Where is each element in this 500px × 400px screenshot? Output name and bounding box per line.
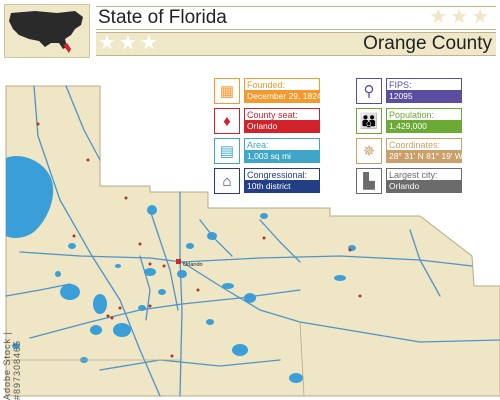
county-seat-marker	[176, 259, 181, 264]
stars-decoration-bottom: ★★★	[98, 32, 161, 54]
title-bar	[96, 6, 496, 30]
fact-card-founded: ▦ Founded: December 29, 1824	[214, 78, 322, 104]
fact-label-fips: FIPS:	[386, 78, 462, 90]
fact-label-area: Area:	[244, 138, 320, 150]
lakes	[6, 156, 356, 383]
fact-value-area: 1,003 sq mi	[244, 150, 320, 163]
compass-icon: ✵	[356, 138, 382, 164]
header: State of Florida Orange County ★★★ ★★★	[0, 0, 500, 60]
usa-silhouette-icon	[9, 11, 83, 53]
calendar-icon: ▦	[214, 78, 240, 104]
fact-value-fips: 12095	[386, 90, 462, 103]
stock-watermark: Adobe Stock | #897308465	[2, 331, 22, 400]
state-title: State of Florida	[98, 7, 227, 28]
county-map: Orlando	[5, 85, 500, 397]
fact-label-county-seat: County seat:	[244, 108, 320, 120]
fact-value-founded: December 29, 1824	[244, 90, 320, 103]
magnifier-icon: ⚲	[356, 78, 382, 104]
fact-value-county-seat: Orlando	[244, 120, 320, 133]
fact-label-largest-city: Largest city:	[386, 168, 462, 180]
fact-card-population: 👪 Population: 1,429,000	[356, 108, 464, 134]
us-locator-map	[4, 4, 90, 58]
county-land	[5, 85, 500, 397]
fact-card-congressional: ⌂ Congressional: 10th district	[214, 168, 322, 194]
town-markers	[36, 122, 362, 358]
fact-value-largest-city: Orlando	[386, 180, 462, 193]
fact-label-congressional: Congressional:	[244, 168, 320, 180]
capitol-icon: ⌂	[214, 168, 240, 194]
fact-card-area: ▤ Area: 1,003 sq mi	[214, 138, 322, 164]
county-title: Orange County	[363, 33, 492, 54]
fact-label-coordinates: Coordinates:	[386, 138, 462, 150]
subtitle-bar	[96, 32, 496, 56]
fact-value-coordinates: 28° 31' N 81° 19' W	[386, 150, 462, 163]
fact-card-largest-city: ▙ Largest city: Orlando	[356, 168, 464, 194]
people-icon: 👪	[356, 108, 382, 134]
fact-card-fips: ⚲ FIPS: 12095	[356, 78, 464, 104]
area-grid-icon: ▤	[214, 138, 240, 164]
fact-card-coordinates: ✵ Coordinates: 28° 31' N 81° 19' W	[356, 138, 464, 164]
fact-value-population: 1,429,000	[386, 120, 462, 133]
county-seat-label: Orlando	[183, 262, 203, 268]
fact-value-congressional: 10th district	[244, 180, 320, 193]
map-pin-icon: ♦	[214, 108, 240, 134]
fact-label-founded: Founded:	[244, 78, 320, 90]
stars-decoration-top: ★★★	[429, 6, 492, 28]
fact-card-county-seat: ♦ County seat: Orlando	[214, 108, 322, 134]
skyline-icon: ▙	[356, 168, 382, 194]
fact-label-population: Population:	[386, 108, 462, 120]
lake-apopka	[6, 156, 54, 238]
roads	[5, 85, 500, 397]
